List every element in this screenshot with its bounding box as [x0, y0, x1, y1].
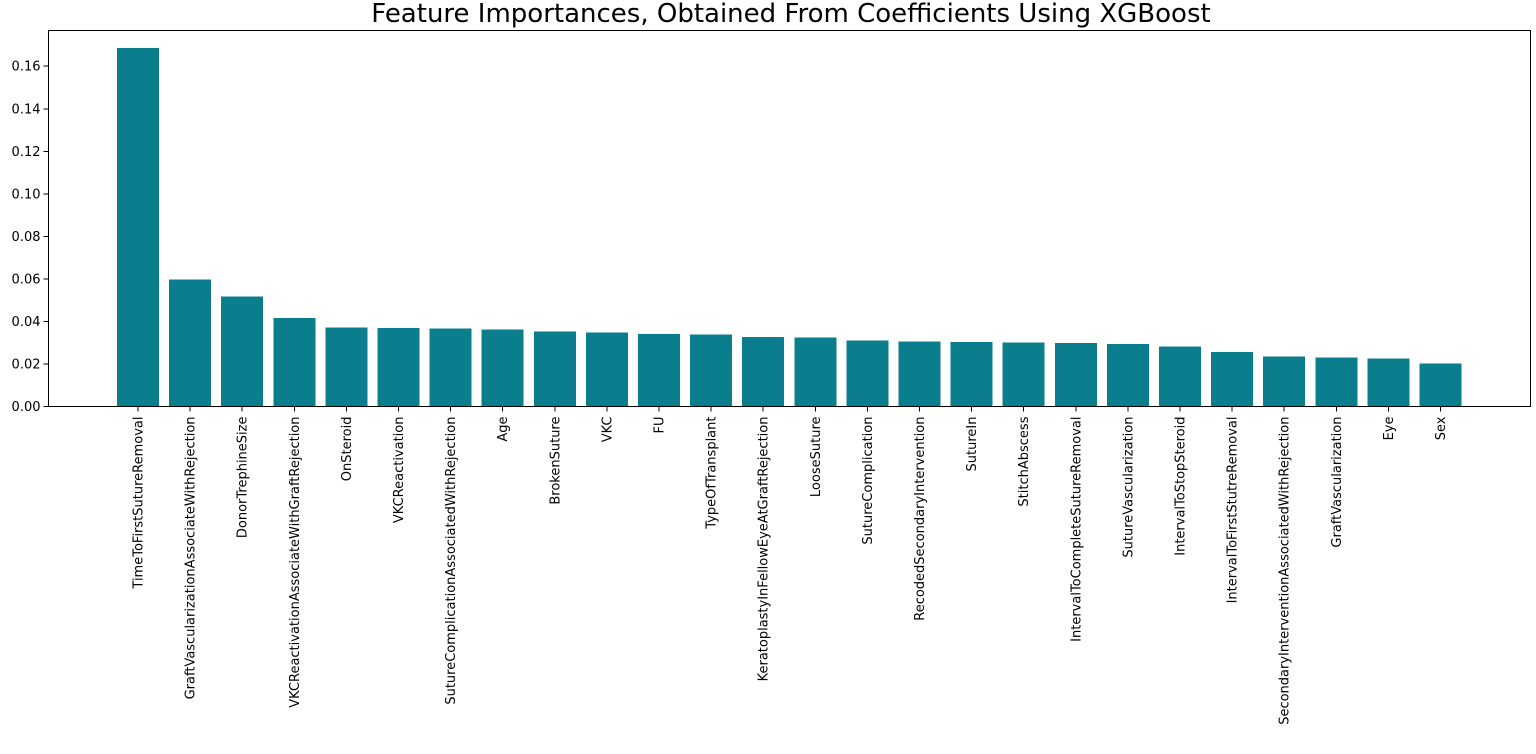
- x-tick-label: SutureVascularization: [1121, 417, 1136, 558]
- x-tick-label: DonorTrephineSize: [236, 417, 251, 539]
- x-tick-label: FU: [653, 417, 668, 434]
- bar-IntervalToStopSteroid: [1159, 346, 1201, 407]
- y-axis: 0.00 0.02 0.04 0.06 0.08 0.10 0.12 0.14 0.16: [12, 60, 49, 415]
- bar-IntervalToCompleteSutureRemoval: [1054, 342, 1097, 407]
- bar-SutureIn: [950, 341, 993, 407]
- y-tick-label: 0.16: [12, 60, 41, 75]
- x-tick-label: SutureIn: [965, 417, 980, 472]
- x-tick-label: Age: [496, 417, 511, 442]
- x-tick-label: IntervalToStopSteroid: [1174, 417, 1189, 556]
- plot-frame: [48, 30, 1531, 407]
- x-tick-label: OnSteroid: [340, 417, 355, 482]
- bar-TimeToFirstSutureRemoval: [117, 48, 159, 407]
- x-tick-label: Eye: [1382, 416, 1397, 440]
- x-tick-label: TypeOfTransplant: [705, 417, 720, 530]
- chart-title: Feature Importances, Obtained From Coeff…: [371, 0, 1210, 29]
- x-tick-label: LooseSuture: [809, 416, 824, 497]
- x-axis: TimeToFirstSutureRemoval GraftVasculariza…: [132, 406, 1449, 725]
- bar-RecodedSecondaryIntervention: [898, 341, 941, 407]
- x-tick-label: Sex: [1434, 416, 1449, 440]
- x-tick-label: BrokenSuture: [548, 417, 563, 505]
- x-tick-label: StitchAbscess: [1017, 416, 1032, 506]
- bar-Sex: [1419, 363, 1462, 407]
- x-tick-label: VKCReactivation: [392, 417, 407, 524]
- bar-OnSteroid: [325, 327, 368, 407]
- bar-SutureComplication: [846, 340, 889, 407]
- x-tick-label: VKCReactivationAssociateWithGraftRejecti…: [288, 417, 303, 708]
- y-tick-label: 0.10: [12, 187, 41, 202]
- x-tick-label: VKC: [600, 417, 615, 443]
- bar-GraftVascularizationAssociateWithRejection: [169, 279, 212, 407]
- bar-VKCReactivationAssociateWithGraftRejection: [273, 318, 316, 407]
- bar-StitchAbscess: [1002, 342, 1045, 407]
- bar-LooseSuture: [794, 337, 837, 407]
- x-tick-label: RecodedSecondaryIntervention: [913, 417, 928, 621]
- x-tick-label: IntervalToCompleteSutureRemoval: [1069, 417, 1084, 642]
- bar-IntervalToFirstStutreRemoval: [1211, 352, 1254, 407]
- y-tick-label: 0.00: [12, 400, 41, 415]
- bar-SecondaryInterventionAssociatedWithRejection: [1263, 356, 1306, 407]
- x-tick-label: KeratoplastyInFellowEyeAtGraftRejection: [757, 416, 772, 681]
- bar-Age: [481, 329, 524, 407]
- y-tick-label: 0.12: [12, 145, 41, 160]
- y-tick-label: 0.14: [12, 102, 41, 117]
- x-tick-label: GraftVascularization: [1330, 417, 1345, 548]
- bar-SutureVascularization: [1106, 343, 1149, 407]
- bars-layer: [117, 48, 1462, 407]
- x-tick-label: TimeToFirstSutureRemoval: [132, 417, 147, 590]
- bar-DonorTrephineSize: [221, 296, 264, 407]
- x-tick-label: GraftVascularizationAssociateWithRejecti…: [184, 417, 199, 700]
- x-tick-label: SutureComplication: [861, 417, 876, 545]
- x-tick-label: SutureComplicationAssociatedWithRejectio…: [444, 416, 459, 704]
- y-tick-label: 0.02: [12, 357, 41, 372]
- y-tick-label: 0.08: [12, 230, 41, 245]
- bar-GraftVascularization: [1315, 357, 1358, 407]
- bar-FU: [638, 333, 680, 407]
- y-tick-label: 0.04: [12, 315, 41, 330]
- bar-BrokenSuture: [533, 331, 576, 407]
- bar-TypeOfTransplant: [690, 334, 733, 407]
- x-tick-label: SecondaryInterventionAssociatedWithRejec…: [1278, 417, 1293, 725]
- bar-SutureComplicationAssociatedWithRejection: [429, 328, 472, 407]
- y-tick-label: 0.06: [12, 272, 41, 287]
- bar-VKCReactivation: [377, 328, 420, 407]
- bar-KeratoplastyInFellowEyeAtGraftRejection: [742, 337, 785, 407]
- bar-Eye: [1367, 358, 1410, 407]
- bar-VKC: [585, 332, 628, 407]
- x-tick-label: IntervalToFirstStutreRemoval: [1226, 417, 1241, 604]
